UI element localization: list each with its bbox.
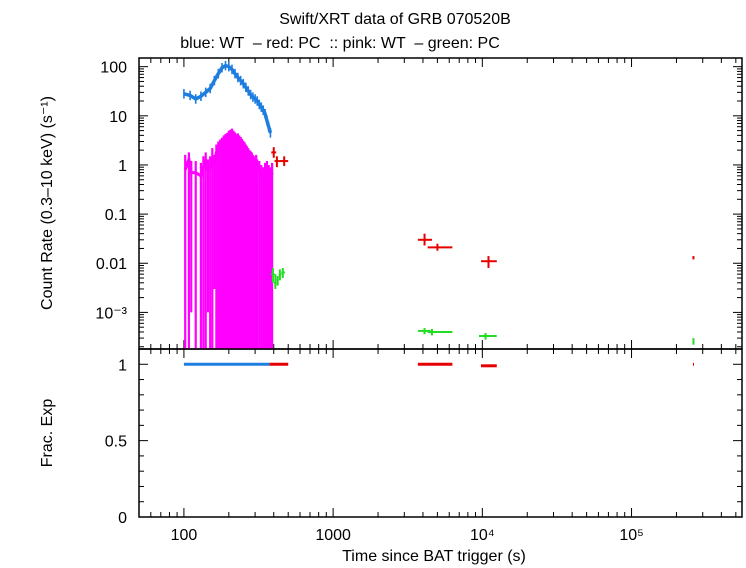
bottom-y-axis-label: Frac. Exp [39,399,56,468]
chart-title: Swift/XRT data of GRB 070520B [279,11,511,28]
y-tick-label: 0.1 [105,207,127,224]
pink-wt-series [183,128,274,349]
blue-wt-series [183,60,273,138]
count-rate-panel: 10⁻³ 0.01 0.1 1 10 100 Count Rate (0.3–10 keV… [39,57,743,350]
pink-line [183,132,274,185]
y-tick-label: 0 [118,510,127,527]
y-tick-label: 1 [118,357,127,374]
x-tick-label: 10⁴ [470,527,495,544]
chart-subtitle: blue: WT – red: PC :: pink: WT – green: … [180,35,500,52]
y-tick-label: 10⁻³ [95,305,127,322]
y-tick-label: 0.01 [96,256,127,273]
y-tick-label: 1 [118,158,127,175]
x-tick-label: 1000 [315,527,351,544]
x-tick-label: 100 [171,527,198,544]
blue-line [183,63,273,134]
y-tick-label: 0.5 [105,434,127,451]
y-tick-label: 100 [100,60,127,77]
bottom-plot-frame [138,348,743,518]
x-tick-label: 10⁵ [619,527,643,544]
fractional-exposure-panel: 100 1000 10⁴ 10⁵ 0 0.5 1 Frac. Exp Time since … [39,348,743,565]
green-pc-series [271,268,695,345]
red-pc-series [271,147,695,269]
x-axis-label: Time since BAT trigger (s) [342,548,526,565]
y-tick-label: 10 [109,109,127,126]
top-y-axis-label: Count Rate (0.3–10 keV) (s⁻¹) [39,96,56,310]
